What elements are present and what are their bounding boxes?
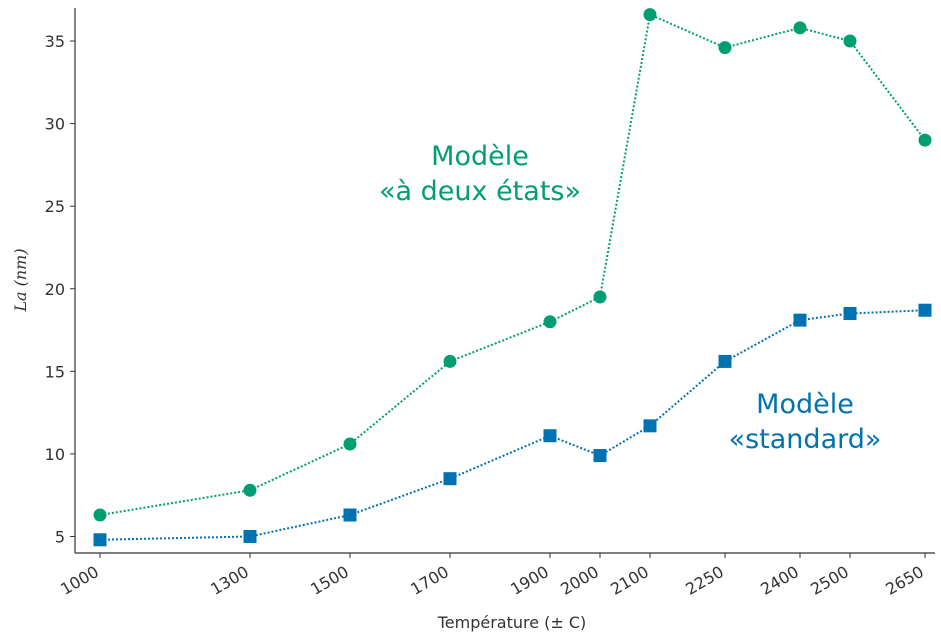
marker xyxy=(918,133,932,147)
marker xyxy=(93,533,107,547)
y-tick-label: 35 xyxy=(45,32,65,51)
annotation: «standard» xyxy=(729,424,882,455)
annotation: «à deux états» xyxy=(379,176,581,207)
y-tick-label: 10 xyxy=(45,445,65,464)
marker xyxy=(593,449,607,463)
marker xyxy=(343,437,357,451)
marker xyxy=(843,34,857,48)
y-tick-label: 15 xyxy=(45,362,65,381)
marker xyxy=(543,315,557,329)
marker xyxy=(93,508,107,522)
y-tick-label: 5 xyxy=(55,527,65,546)
x-tick-label: 2250 xyxy=(682,562,727,599)
marker xyxy=(793,21,807,35)
marker xyxy=(718,41,732,55)
marker xyxy=(793,313,807,327)
marker xyxy=(443,354,457,368)
marker xyxy=(543,429,557,443)
x-tick-label: 1700 xyxy=(407,562,452,599)
x-tick-label: 2500 xyxy=(807,562,852,599)
x-tick-label: 1000 xyxy=(57,562,102,599)
x-tick-label: 2100 xyxy=(607,562,652,599)
y-tick-label: 30 xyxy=(45,115,65,134)
marker xyxy=(243,529,257,543)
marker xyxy=(918,303,932,317)
y-tick-label: 25 xyxy=(45,197,65,216)
y-axis-label: La (nm) xyxy=(11,248,30,312)
y-tick-label: 20 xyxy=(45,280,65,299)
annotation: Modèle xyxy=(431,141,529,172)
marker xyxy=(443,472,457,486)
x-tick-label: 2400 xyxy=(757,562,802,599)
marker xyxy=(593,290,607,304)
x-axis-label: Température (± C) xyxy=(437,613,587,632)
x-tick-label: 2650 xyxy=(882,562,927,599)
marker xyxy=(343,508,357,522)
marker xyxy=(843,307,857,321)
marker xyxy=(643,8,657,22)
marker xyxy=(718,354,732,368)
x-tick-label: 2000 xyxy=(557,562,602,599)
x-tick-label: 1500 xyxy=(307,562,352,599)
marker xyxy=(643,419,657,433)
x-tick-label: 1900 xyxy=(507,562,552,599)
marker xyxy=(243,483,257,497)
annotation: Modèle xyxy=(756,389,854,420)
series-line xyxy=(99,13,926,517)
x-tick-label: 1300 xyxy=(207,562,252,599)
